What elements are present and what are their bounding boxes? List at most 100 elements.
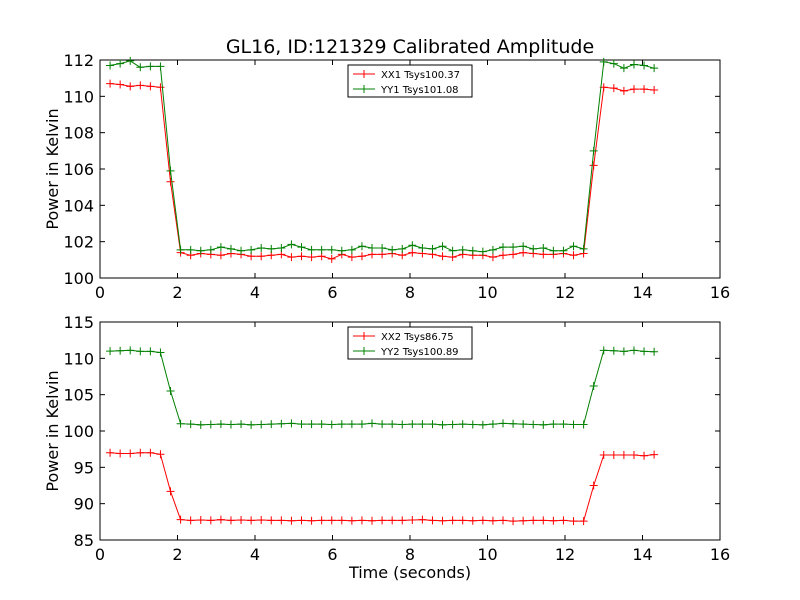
data-point [247, 245, 256, 254]
data-point [619, 450, 628, 459]
data-point [216, 251, 225, 260]
data-point [126, 449, 135, 458]
data-point [297, 420, 306, 429]
y-tick-label: 110 [63, 349, 94, 368]
data-point [509, 243, 518, 252]
data-point [569, 420, 578, 429]
data-point [176, 419, 185, 428]
data-point [267, 516, 276, 525]
data-point [478, 247, 487, 256]
data-point [519, 242, 528, 251]
data-point [287, 253, 296, 262]
data-point [388, 516, 397, 525]
data-point [347, 420, 356, 429]
data-point [247, 420, 256, 429]
data-point [529, 420, 538, 429]
data-point [458, 420, 467, 429]
data-point [468, 246, 477, 255]
data-point [428, 516, 437, 525]
y-tick-label: 102 [63, 233, 94, 252]
data-point [327, 516, 336, 525]
data-point [368, 244, 377, 253]
y-axis-label: Power in Kelvin [43, 108, 62, 229]
data-point [418, 420, 427, 429]
data-point [609, 59, 618, 68]
data-point [408, 248, 417, 257]
data-point [589, 146, 598, 155]
data-point [559, 246, 568, 255]
y-tick-label: 95 [74, 458, 94, 477]
data-point [539, 516, 548, 525]
data-point [408, 516, 417, 525]
y-tick-label: 85 [74, 531, 94, 550]
y-tick-label: 108 [63, 124, 94, 143]
data-point [448, 420, 457, 429]
data-point [428, 244, 437, 253]
data-point [458, 516, 467, 525]
data-point [277, 419, 286, 428]
data-point [206, 420, 215, 429]
x-tick-label: 2 [172, 545, 182, 564]
data-point [539, 420, 548, 429]
data-point [368, 516, 377, 525]
data-point [116, 80, 125, 89]
data-point [478, 516, 487, 525]
legend-swatch-marker [360, 85, 368, 93]
data-point [569, 242, 578, 251]
data-point [640, 347, 649, 356]
data-point [599, 450, 608, 459]
x-tick-label: 14 [632, 283, 652, 302]
data-point [388, 245, 397, 254]
data-point [126, 56, 135, 65]
data-point [337, 516, 346, 525]
data-point [609, 84, 618, 93]
data-point [519, 516, 528, 525]
data-point [347, 516, 356, 525]
series-2 [106, 346, 659, 429]
data-point [398, 244, 407, 253]
legend-swatch-marker [360, 332, 368, 340]
data-point [337, 246, 346, 255]
data-point [650, 347, 659, 356]
data-point [156, 348, 165, 357]
data-point [559, 420, 568, 429]
data-point [629, 450, 638, 459]
data-point [529, 516, 538, 525]
data-point [226, 516, 235, 525]
data-point [589, 481, 598, 490]
data-point [418, 515, 427, 524]
x-tick-label: 4 [250, 545, 260, 564]
data-point [136, 347, 145, 356]
data-point [478, 420, 487, 429]
legend-swatch-marker [360, 347, 368, 355]
data-point [438, 420, 447, 429]
data-point [136, 448, 145, 457]
data-point [609, 450, 618, 459]
legend: XX2 Tsys86.75 YY2 Tsys100.89 [347, 326, 473, 360]
y-tick-label: 115 [63, 313, 94, 332]
data-point [549, 516, 558, 525]
data-point [398, 516, 407, 525]
data-point [378, 516, 387, 525]
data-point [327, 254, 336, 263]
data-point [216, 420, 225, 429]
data-point [418, 244, 427, 253]
data-point [186, 420, 195, 429]
data-point [428, 420, 437, 429]
top-panel: 0 2 4 6 8 10 12 14 16 100 102 104 106 108 110 112 Power … [43, 51, 730, 302]
data-point [499, 516, 507, 525]
data-point [196, 516, 205, 525]
y-tick-label: 90 [74, 495, 94, 514]
data-point [579, 517, 588, 526]
data-point [307, 516, 316, 525]
data-point [549, 420, 558, 429]
data-point [448, 516, 457, 525]
data-point [327, 245, 336, 254]
data-point [196, 420, 205, 429]
series-1 [106, 448, 659, 526]
data-point [206, 245, 215, 254]
data-point [650, 450, 659, 459]
data-point [226, 420, 235, 429]
data-point [277, 516, 286, 525]
